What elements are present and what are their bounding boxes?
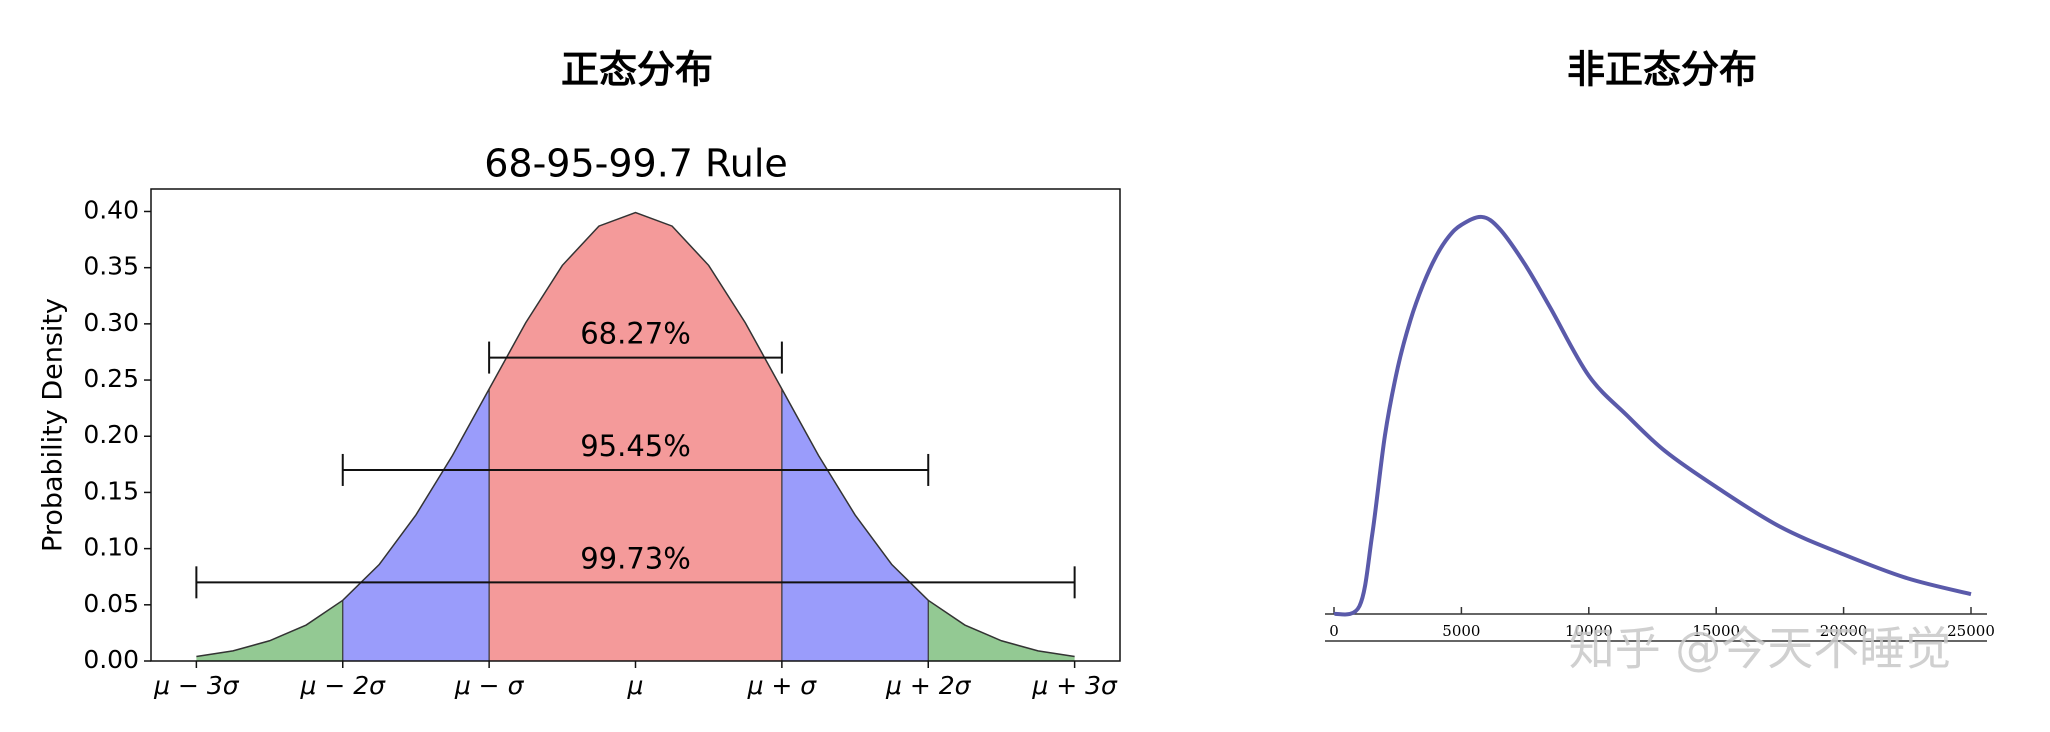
x-tick-label: 20000: [1820, 622, 1868, 640]
x-tick-label: 5000: [1442, 622, 1480, 640]
density-curve: [196, 211, 1075, 658]
y-tick-label: 0.25: [83, 364, 139, 393]
interval-label: 95.45%: [580, 429, 691, 463]
x-tick-label: μ + σ: [747, 671, 818, 700]
x-tick-label: μ + 3σ: [1031, 671, 1118, 700]
y-tick-label: 0.00: [83, 645, 139, 674]
y-tick-label: 0.10: [83, 533, 139, 562]
band-area: [342, 389, 490, 661]
data-line: [1333, 214, 1972, 617]
watermark: 知乎 @今天不睡觉: [1569, 622, 1952, 676]
band-area: [928, 600, 1075, 661]
x-tick-label: μ: [627, 671, 644, 700]
x-tick-label: 0: [1329, 622, 1339, 640]
y-tick-label: 0.15: [83, 476, 139, 505]
y-tick-label: 0.30: [83, 308, 139, 337]
x-tick-label: μ − 2σ: [300, 671, 387, 700]
band-area: [781, 389, 929, 661]
panel-title: 正态分布: [561, 48, 713, 92]
x-tick-label: 25000: [1947, 622, 1995, 640]
x-tick-label: μ − σ: [454, 671, 525, 700]
x-tick-label: 15000: [1692, 622, 1740, 640]
y-tick-label: 0.05: [83, 589, 139, 618]
band-area: [489, 212, 782, 661]
panel-title: 非正态分布: [1567, 48, 1757, 92]
y-tick-label: 0.20: [83, 420, 139, 449]
x-tick-label: 10000: [1565, 622, 1613, 640]
interval-label: 68.27%: [580, 317, 691, 351]
y-tick-label: 0.35: [83, 252, 139, 281]
y-tick-label: 0.40: [83, 195, 139, 224]
x-tick-label: μ + 2σ: [885, 671, 972, 700]
interval-label: 99.73%: [580, 541, 691, 575]
y-axis-label: Probability Density: [38, 298, 69, 552]
band-area: [196, 600, 343, 661]
chart-title: 68-95-99.7 Rule: [484, 142, 788, 186]
x-tick-label: μ − 3σ: [153, 671, 240, 700]
